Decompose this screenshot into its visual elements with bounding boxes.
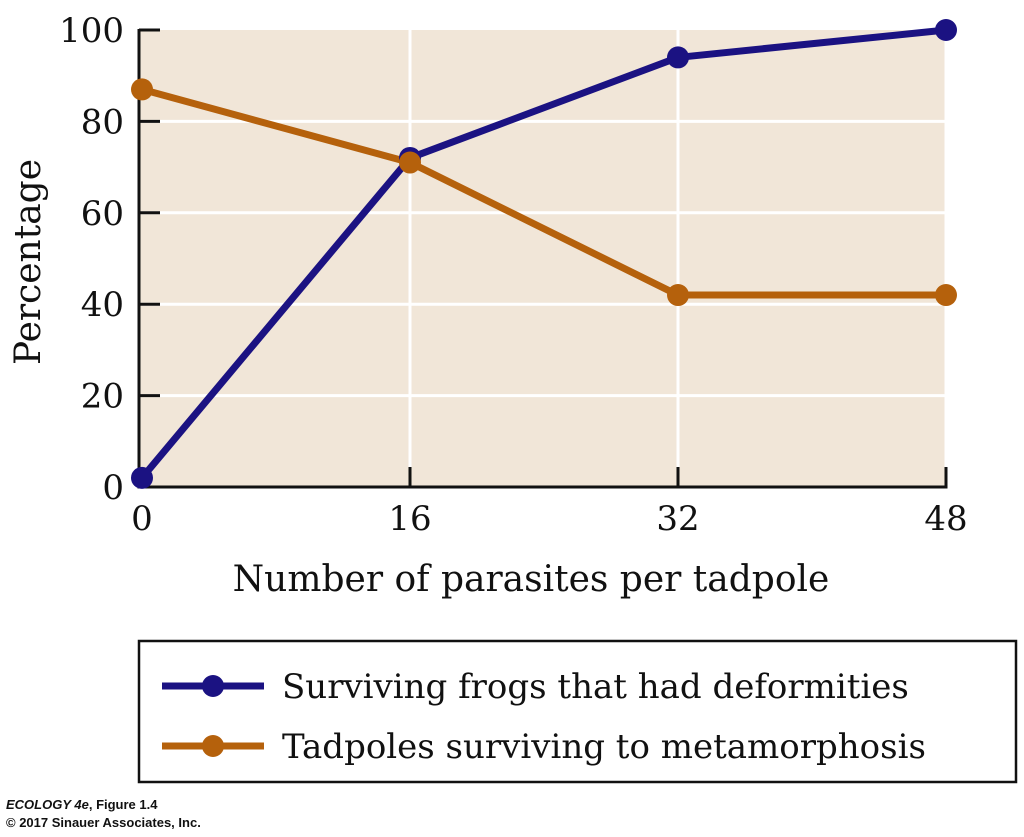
y-tick-label: 60 xyxy=(81,194,124,234)
plot-area xyxy=(139,30,946,487)
data-point-0-3 xyxy=(935,19,957,41)
data-point-1-0 xyxy=(131,78,153,101)
gridlines xyxy=(139,30,948,487)
y-tick-label: 20 xyxy=(81,377,124,417)
data-point-0-2 xyxy=(667,46,689,69)
y-tick-label: 100 xyxy=(59,11,124,51)
x-tick-label: 0 xyxy=(131,499,153,539)
x-tick-label: 32 xyxy=(656,499,699,539)
legend-marker-metamorphosis xyxy=(202,735,224,757)
x-tick-label: 16 xyxy=(388,499,431,539)
legend: Surviving frogs that had deformities Tad… xyxy=(137,639,1018,784)
data-point-1-3 xyxy=(935,284,957,307)
legend-label-metamorphosis: Tadpoles surviving to metamorphosis xyxy=(282,727,926,767)
legend-label-deformities: Surviving frogs that had deformities xyxy=(282,667,909,707)
y-tick-label: 0 xyxy=(102,468,124,508)
y-axis-label: Percentage xyxy=(8,159,49,365)
legend-marker-deformities xyxy=(202,675,224,697)
tick-labels: 0 20 40 60 80 100 0 16 32 48 xyxy=(59,11,968,539)
x-axis-label: Number of parasites per tadpole xyxy=(233,559,830,600)
series xyxy=(131,19,957,489)
data-point-0-0 xyxy=(131,466,153,489)
copyright: © 2017 Sinauer Associates, Inc. xyxy=(6,815,201,830)
data-point-1-2 xyxy=(667,284,689,307)
x-tick-label: 48 xyxy=(924,499,967,539)
series-line-0 xyxy=(139,26,947,481)
series-line-1 xyxy=(141,86,946,299)
axes xyxy=(137,28,948,489)
y-tick-label: 40 xyxy=(81,285,124,325)
data-point-1-1 xyxy=(399,151,421,174)
y-tick-label: 80 xyxy=(81,102,124,142)
figure-credit: ECOLOGY 4e, Figure 1.4 xyxy=(6,797,158,812)
